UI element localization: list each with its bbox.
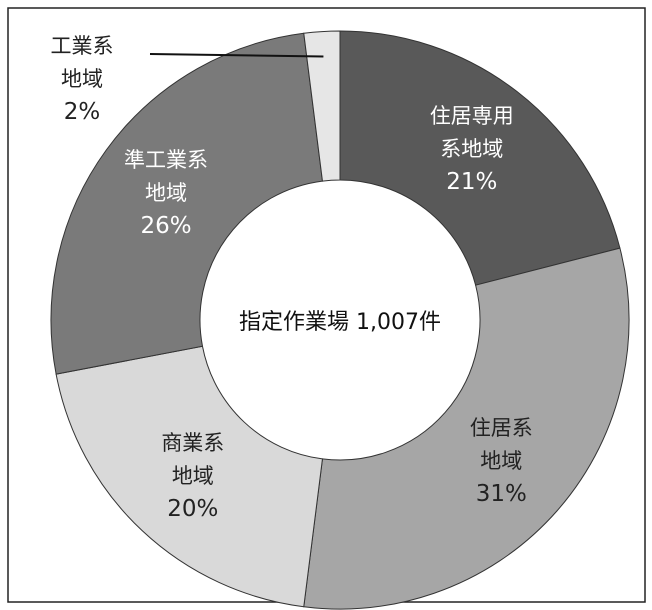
slice-label: 工業系 地域: [50, 34, 114, 91]
value-label: 26%: [140, 212, 192, 239]
slice-label: 住居系 地域: [469, 416, 533, 474]
donut-slice: [55, 345, 324, 608]
slice-label: 商業系 地域: [161, 430, 225, 488]
value-label: 21%: [446, 169, 498, 196]
donut-slice: [50, 32, 324, 375]
slice-label: 住居専用 系地域: [429, 104, 514, 162]
donut-slice: [303, 247, 630, 610]
value-label: 31%: [475, 481, 527, 508]
donut-slice: [339, 30, 621, 286]
value-label: 20%: [167, 495, 219, 522]
center-label: 指定作業場 1,007件: [239, 310, 441, 335]
slice-label: 準工業系 地域: [124, 147, 209, 205]
leader-line: [149, 53, 324, 58]
donut-slice: [303, 30, 341, 182]
value-label: 2%: [63, 99, 101, 125]
